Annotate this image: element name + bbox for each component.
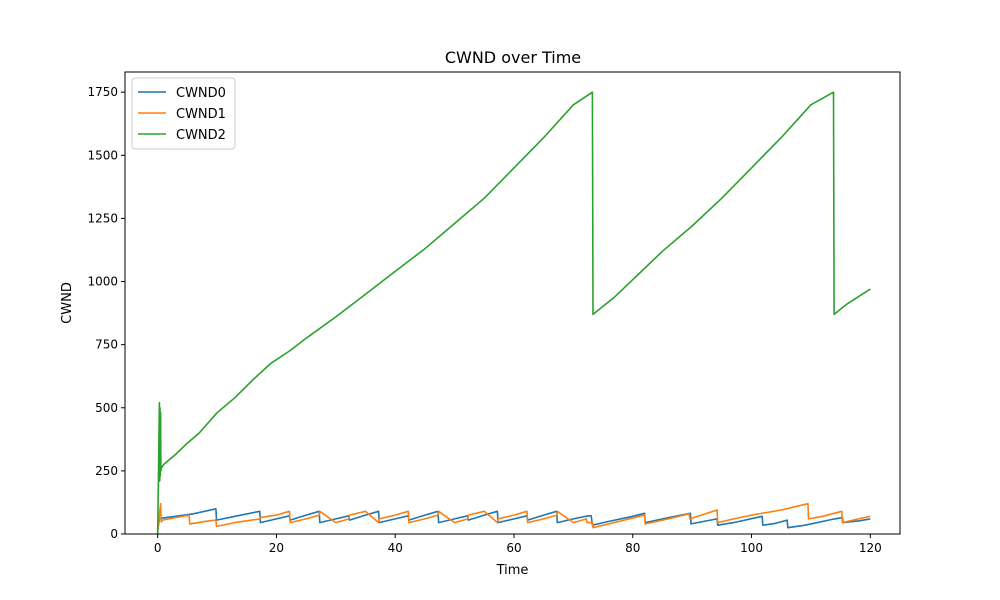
y-tick-label: 1000 bbox=[87, 275, 118, 289]
x-tick-label: 60 bbox=[506, 541, 521, 555]
x-tick-label: 40 bbox=[388, 541, 403, 555]
legend-label: CWND0 bbox=[176, 86, 226, 101]
series-line-cwnd0 bbox=[156, 508, 871, 531]
x-axis-ticks: 0 20 40 60 80 100 120 bbox=[154, 534, 882, 555]
x-axis-label: Time bbox=[496, 563, 529, 578]
y-tick-label: 1750 bbox=[87, 85, 118, 99]
x-tick-label: 80 bbox=[625, 541, 640, 555]
chart-title: CWND over Time bbox=[445, 48, 581, 67]
y-axis-label: CWND bbox=[60, 282, 75, 324]
y-tick-label: 1250 bbox=[87, 211, 118, 225]
x-tick-label: 0 bbox=[154, 541, 162, 555]
y-tick-label: 1500 bbox=[87, 148, 118, 162]
plot-area bbox=[124, 71, 901, 535]
series-group bbox=[156, 91, 871, 535]
plot-background bbox=[125, 72, 900, 534]
plot-frame bbox=[124, 71, 901, 535]
legend-box bbox=[131, 77, 236, 150]
y-tick-label: 500 bbox=[95, 401, 118, 415]
legend-label: CWND2 bbox=[176, 128, 226, 143]
y-tick-label: 0 bbox=[110, 527, 118, 541]
series-line-cwnd1 bbox=[156, 502, 871, 532]
y-tick-label: 250 bbox=[95, 464, 118, 478]
legend: CWND0 CWND1 CWND2 bbox=[131, 77, 236, 150]
series-line-cwnd2 bbox=[156, 91, 871, 535]
legend-label: CWND1 bbox=[176, 107, 226, 122]
x-tick-label: 20 bbox=[269, 541, 284, 555]
y-axis-ticks: 0 250 500 750 1000 1250 1500 1750 bbox=[87, 85, 125, 541]
y-tick-label: 750 bbox=[95, 338, 118, 352]
x-tick-label: 100 bbox=[740, 541, 763, 555]
x-tick-label: 120 bbox=[859, 541, 882, 555]
